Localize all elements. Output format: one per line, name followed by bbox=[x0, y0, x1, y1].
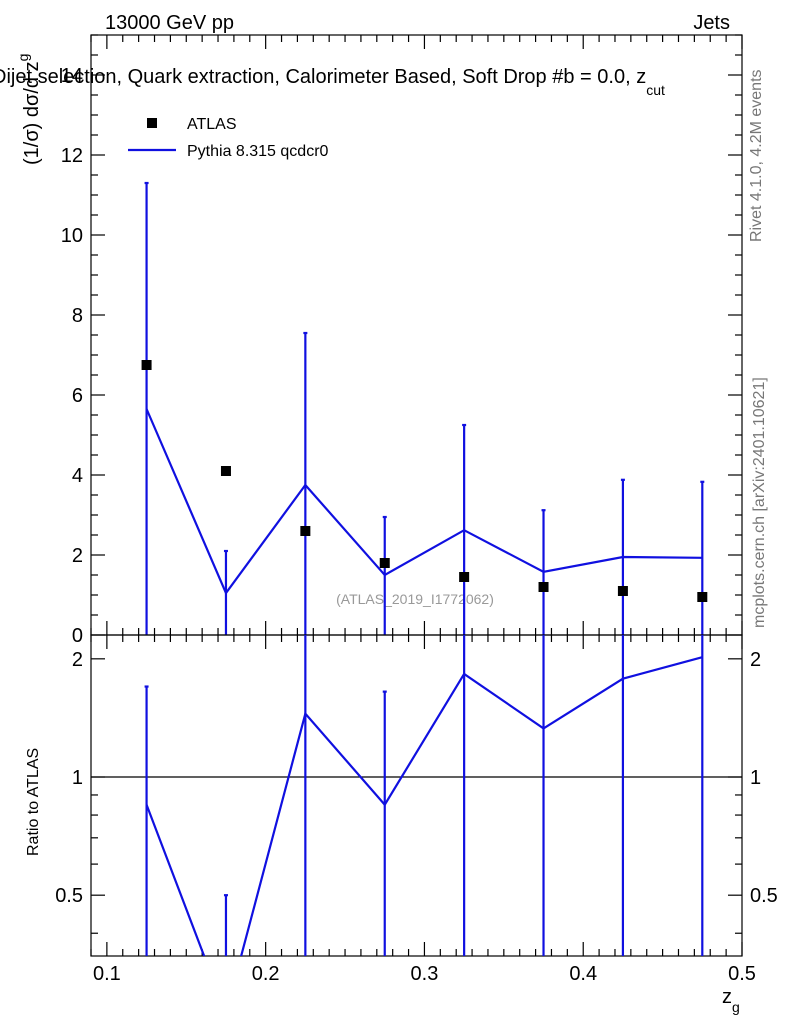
ratio-y-tick-label-right: 0.5 bbox=[750, 885, 778, 907]
data-point bbox=[379, 558, 390, 568]
main-y-tick-label: 6 bbox=[72, 385, 83, 407]
main-y-tick-label: 10 bbox=[61, 225, 83, 247]
ratio-y-tick-label: 0.5 bbox=[55, 885, 83, 907]
x-axis-label-sub: g bbox=[732, 999, 740, 1015]
x-axis-label: zg bbox=[722, 986, 740, 1015]
ratio-frame bbox=[90, 634, 743, 957]
main-y-tick-label: 0 bbox=[72, 625, 83, 647]
x-tick-label: 0.5 bbox=[728, 963, 756, 985]
ratio-plot-area bbox=[144, 635, 704, 956]
ratio-y-label: Ratio to ATLAS bbox=[25, 748, 42, 856]
ratio-panel: 0.5 0.5 1 1 2 2 0.1 0.2 0.3 0.4 0.5 bbox=[55, 634, 778, 985]
data-point bbox=[220, 466, 231, 476]
ratio-y-tick-label-right: 2 bbox=[750, 649, 761, 671]
x-tick-label: 0.2 bbox=[252, 963, 280, 985]
main-y-tick-label: 2 bbox=[72, 545, 83, 567]
process-label: Jets bbox=[693, 12, 730, 34]
analysis-watermark: (ATLAS_2019_I1772062) bbox=[336, 591, 494, 607]
plot-title: Dijet selection, Quark extraction, Calor… bbox=[0, 66, 665, 98]
main-y-label: (1/σ) dσ/d zg bbox=[15, 54, 43, 165]
x-axis-label-text: z bbox=[722, 986, 732, 1008]
plot-title-main: Dijet selection, Quark extraction, Calor… bbox=[0, 66, 646, 88]
plot-title-sub: cut bbox=[646, 82, 665, 98]
beam-label: 13000 GeV pp bbox=[105, 12, 234, 34]
mcplots-label: mcplots.cern.ch [arXiv:2401.10621] bbox=[751, 377, 768, 628]
main-panel: 0 2 4 6 8 10 12 14 bbox=[61, 34, 743, 647]
main-y-tick-label: 12 bbox=[61, 145, 83, 167]
ratio-y-tick-label: 1 bbox=[72, 767, 83, 789]
rivet-label: Rivet 4.1.0, 4.2M events bbox=[748, 69, 765, 242]
legend-data-marker bbox=[147, 118, 157, 128]
x-tick-label: 0.3 bbox=[411, 963, 439, 985]
data-point bbox=[141, 360, 152, 370]
main-y-label-text: (1/σ) dσ/d z bbox=[21, 61, 43, 165]
ratio-y-tick-label: 2 bbox=[72, 649, 83, 671]
data-point bbox=[459, 572, 470, 582]
data-point bbox=[300, 526, 311, 536]
data-point bbox=[697, 592, 708, 602]
legend-mc-label: Pythia 8.315 qcdcr0 bbox=[187, 143, 329, 160]
x-tick-label: 0.4 bbox=[569, 963, 597, 985]
main-y-tick-label: 14 bbox=[61, 65, 83, 87]
main-y-label-sub: g bbox=[15, 54, 31, 62]
mc-series-line bbox=[145, 408, 703, 596]
main-y-tick-label: 4 bbox=[72, 465, 83, 487]
legend-data-label: ATLAS bbox=[187, 116, 237, 133]
main-y-tick-label: 8 bbox=[72, 305, 83, 327]
ratio-y-tick-label-right: 1 bbox=[750, 767, 761, 789]
data-point bbox=[617, 586, 628, 596]
data-point bbox=[538, 582, 549, 592]
ratio-series-line bbox=[145, 656, 703, 956]
x-tick-label: 0.1 bbox=[93, 963, 121, 985]
